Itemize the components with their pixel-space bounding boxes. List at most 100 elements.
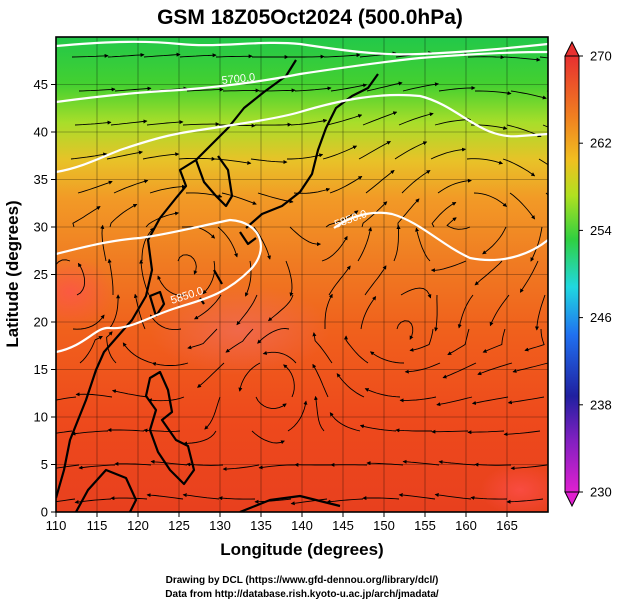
streamline	[431, 202, 457, 228]
y-axis-label: Latitude (degrees)	[3, 200, 22, 347]
streamline	[151, 362, 189, 366]
streamline	[447, 328, 470, 356]
streamline	[359, 424, 397, 432]
y-tick-label: 20	[34, 315, 48, 330]
colorbar-tick-label: 270	[590, 49, 612, 64]
streamline	[358, 141, 391, 160]
streamline	[217, 226, 238, 258]
streamline	[177, 254, 198, 275]
streamline	[507, 396, 545, 405]
contour-5790	[56, 93, 548, 174]
streamline	[107, 427, 145, 433]
colorbar-tick-label: 262	[590, 136, 612, 151]
streamline	[322, 145, 358, 160]
streamline	[524, 328, 545, 352]
streamline	[294, 86, 332, 92]
y-tick-label: 35	[34, 172, 48, 187]
coastlines	[56, 59, 379, 512]
streamline	[262, 350, 297, 364]
streamline	[56, 464, 80, 469]
streamline	[489, 294, 510, 327]
streamline	[79, 335, 103, 364]
streamline	[506, 498, 544, 504]
streamline	[283, 364, 295, 398]
streamline	[75, 392, 113, 398]
streamline	[285, 260, 294, 297]
asia-mainland-coast	[56, 59, 297, 499]
streamline	[394, 141, 428, 160]
streamline	[326, 498, 364, 504]
streamline	[395, 428, 432, 433]
streamline	[222, 88, 260, 93]
colorbar-tick-label: 246	[590, 310, 612, 325]
streamline	[225, 328, 254, 353]
streamline	[204, 396, 221, 430]
philippines-coast	[144, 370, 196, 486]
streamline	[183, 430, 217, 446]
streamline	[250, 158, 288, 165]
streamline	[510, 464, 548, 471]
x-tick-label: 160	[455, 518, 477, 533]
streamline	[329, 412, 361, 432]
streamline	[409, 328, 434, 352]
y-tick-label: 45	[34, 77, 48, 92]
streamline	[107, 52, 145, 58]
streamline	[149, 184, 186, 194]
x-tick-label: 140	[291, 518, 313, 533]
streamline	[467, 55, 505, 60]
streamline	[436, 396, 473, 407]
y-tick-label: 30	[34, 220, 48, 235]
colorbar-body	[564, 55, 580, 493]
streamline	[109, 203, 138, 228]
streamline	[70, 152, 108, 160]
borneo-coast	[75, 468, 138, 512]
streamline	[114, 86, 152, 92]
streamline	[431, 429, 469, 434]
streamline	[71, 430, 109, 436]
y-axis-ticks: 0 5 10 15 20 25 30 35 40 45	[34, 77, 56, 520]
contour-5850-ring	[56, 218, 262, 354]
streamline	[503, 56, 541, 62]
streamline	[396, 320, 414, 340]
streamline	[398, 493, 436, 500]
streamline	[71, 53, 109, 58]
streamline	[393, 224, 401, 262]
streamline	[362, 496, 400, 501]
new-guinea-coast	[239, 494, 341, 512]
streamline	[321, 235, 348, 262]
streamline	[434, 493, 472, 500]
streamline	[254, 122, 292, 127]
chart-title: GSM 18Z05Oct2024 (500.0hPa)	[157, 6, 463, 29]
streamline	[143, 52, 181, 58]
streamline	[77, 180, 113, 194]
height-contours	[56, 40, 548, 354]
streamline	[324, 293, 333, 329]
streamline	[482, 328, 506, 353]
y-tick-label: 40	[34, 125, 48, 140]
streamline	[221, 192, 257, 205]
streamline	[397, 198, 420, 227]
streamline	[402, 459, 440, 466]
streamline	[257, 327, 290, 344]
streamline	[437, 178, 472, 194]
streamline	[474, 260, 503, 286]
streamline	[519, 260, 539, 293]
streamline	[157, 275, 186, 296]
streamline	[430, 147, 467, 160]
wind-streamlines	[56, 51, 548, 506]
streamline	[326, 114, 363, 126]
streamline	[56, 259, 71, 266]
contour-5700	[56, 50, 548, 104]
streamline	[399, 396, 437, 403]
streamline	[474, 462, 512, 467]
japan-coast	[245, 73, 379, 229]
streamline	[503, 430, 541, 437]
streamline	[434, 117, 472, 126]
streamline	[122, 342, 153, 364]
x-tick-label: 150	[373, 518, 395, 533]
streamline	[457, 294, 474, 329]
streamline	[312, 332, 333, 364]
streamline	[110, 119, 148, 126]
streamline	[182, 493, 220, 500]
